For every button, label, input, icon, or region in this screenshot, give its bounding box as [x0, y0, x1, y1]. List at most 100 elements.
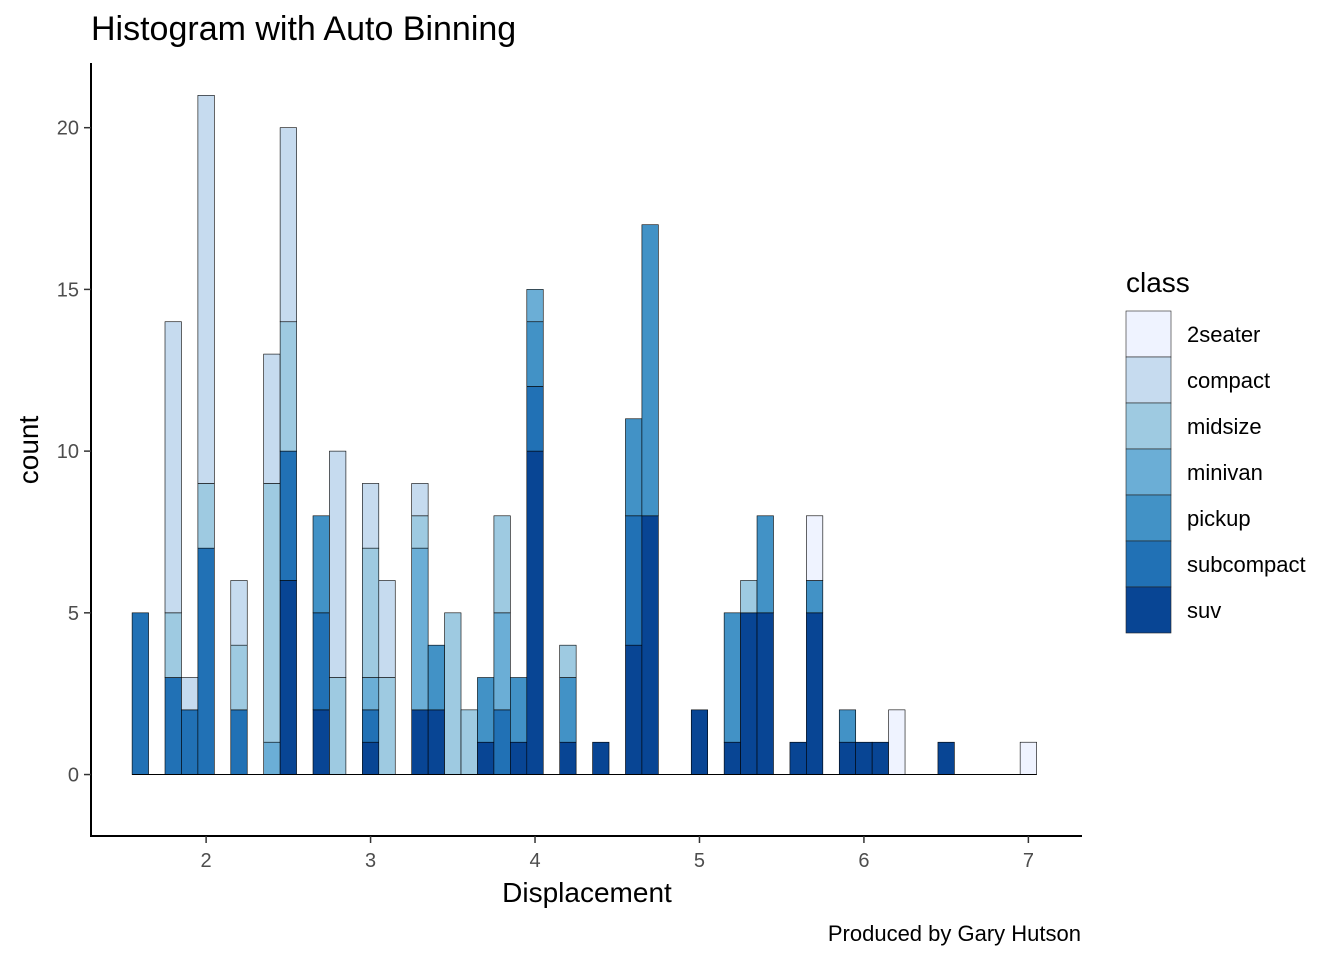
bar-segment-minivan-3.8: [493, 612, 511, 711]
bar-segment-midsize-2: [197, 483, 215, 549]
bar-segment-minivan-3: [362, 677, 380, 711]
bar-segment-midsize-3.8: [493, 515, 511, 614]
bar-segment-pickup-3.4: [427, 644, 445, 711]
legend-label-suv: suv: [1187, 598, 1221, 623]
bar-segment-suv-4: [526, 450, 544, 775]
bar-segment-subcompact-2.2: [230, 709, 248, 775]
bar-segment-suv-6: [855, 741, 873, 775]
bar-segment-midsize-4.2: [559, 644, 577, 678]
bar-segment-suv-5.9: [838, 741, 857, 775]
bar-segment-pickup-4: [526, 321, 544, 387]
bar-segment-pickup-4.6: [625, 418, 643, 517]
bar-segment-compact-2.8: [329, 450, 347, 678]
legend-label-subcompact: subcompact: [1187, 552, 1306, 577]
bar-segment-suv-5: [690, 709, 709, 775]
legend-title: class: [1126, 267, 1190, 298]
bar-segment-suv-4.4: [592, 741, 610, 775]
bar-segment-suv-6.5: [937, 741, 955, 775]
bar-segment-compact-3.3: [411, 483, 429, 517]
chart-title: Histogram with Auto Binning: [91, 10, 516, 48]
bar-segment-minivan-3.3: [411, 547, 429, 711]
bar-segment-suv-4.2: [559, 741, 577, 775]
bar-segment-subcompact-1.6: [131, 612, 149, 775]
bar-segment-compact-2.5: [279, 127, 297, 323]
bar-segment-midsize-3.5: [444, 612, 462, 775]
bar-segment-midsize-2.2: [230, 644, 248, 711]
x-tick-label: 7: [1023, 850, 1034, 872]
bar-segment-pickup-3.7: [477, 677, 495, 743]
legend-label-pickup: pickup: [1187, 506, 1251, 531]
caption: Produced by Gary Hutson: [828, 921, 1081, 946]
bar-segment-midsize-2.8: [329, 677, 347, 775]
legend-key-pickup: [1125, 494, 1172, 542]
bar-segment-subcompact-1.9: [181, 709, 199, 775]
bar-segment-suv-5.3: [740, 612, 758, 775]
legend-key-midsize: [1125, 402, 1172, 450]
bar-segment-midsize-3.3: [411, 515, 429, 549]
bar-segment-subcompact-2.7: [312, 612, 330, 711]
y-tick-label: 20: [57, 118, 79, 140]
x-tick-label: 5: [694, 850, 705, 872]
bar-segment-midsize-3.1: [378, 677, 396, 775]
bar-segment-midsize-3: [362, 547, 380, 678]
bar-segment-pickup-5.7: [806, 580, 824, 614]
bar-segment-suv-3.9: [510, 741, 528, 775]
legend-key-suv: [1125, 586, 1172, 634]
bar-segment-suv-2.7: [312, 709, 330, 775]
bar-segment-suv-3.7: [477, 741, 495, 775]
bar-segment-subcompact-3: [362, 709, 380, 743]
bar-segment-suv-5.4: [756, 612, 774, 775]
bar-segment-compact-2.2: [230, 580, 248, 646]
bar-segment-midsize-2.4: [263, 483, 281, 743]
bar-segment-subcompact-1.8: [164, 677, 182, 775]
x-tick-label: 4: [529, 850, 540, 872]
y-tick-label: 10: [57, 441, 79, 463]
bar-segment-compact-1.8: [164, 321, 182, 614]
bar-segment-minivan-2.4: [263, 741, 281, 775]
bar-segment-midsize-5.3: [740, 580, 758, 614]
bar-segment-suv-2.5: [279, 580, 297, 775]
bar-segment-subcompact-2.5: [279, 450, 297, 581]
bar-segment-subcompact-4.6: [625, 515, 643, 646]
y-tick-label: 5: [68, 603, 79, 625]
bar-segment-subcompact-2: [197, 547, 215, 775]
legend-label-2seater: 2seater: [1187, 322, 1260, 347]
bar-segment-pickup-2.7: [312, 515, 330, 614]
bar-segment-suv-4.6: [625, 644, 643, 775]
legend-label-midsize: midsize: [1187, 414, 1262, 439]
bar-segment-subcompact-3.8: [493, 709, 511, 775]
x-axis-ticks: 2 3 4 5 6 7: [201, 836, 1034, 872]
bar-segment-pickup-3.9: [510, 677, 528, 743]
bar-segment-minivan-4: [526, 289, 544, 323]
x-tick-label: 6: [858, 850, 869, 872]
y-tick-label: 0: [68, 765, 79, 787]
bar-segment-compact-3.1: [378, 580, 396, 678]
y-axis-title: count: [13, 416, 44, 485]
bar-segment-pickup-5.4: [756, 515, 774, 614]
bar-segment-midsize-1.8: [164, 612, 182, 678]
legend: class 2seater compact midsize minivan pickup…: [1125, 267, 1306, 634]
legend-label-compact: compact: [1187, 368, 1270, 393]
bar-segment-2seater-6.2: [888, 709, 906, 775]
legend-label-minivan: minivan: [1187, 460, 1263, 485]
bar-segment-midsize-3.6: [460, 709, 478, 775]
bar-segment-pickup-4.2: [559, 677, 577, 743]
bar-segment-pickup-5.9: [838, 709, 857, 743]
bar-segment-suv-5.2: [723, 741, 741, 775]
bar-segment-compact-3: [362, 483, 380, 549]
x-tick-label: 3: [365, 850, 376, 872]
legend-key-2seater: [1125, 310, 1172, 358]
legend-key-compact: [1125, 356, 1172, 404]
bars-layer: [131, 95, 1037, 775]
bar-segment-pickup-5.2: [723, 612, 741, 743]
bar-segment-2seater-7: [1019, 741, 1037, 775]
bar-segment-compact-2.4: [263, 353, 281, 484]
legend-key-subcompact: [1125, 540, 1172, 588]
legend-key-minivan: [1125, 448, 1172, 496]
bar-segment-compact-1.9: [181, 677, 199, 711]
x-tick-label: 2: [201, 850, 212, 872]
bar-segment-compact-2: [197, 95, 215, 484]
bar-segment-suv-3: [362, 741, 380, 775]
y-tick-label: 15: [57, 279, 79, 301]
